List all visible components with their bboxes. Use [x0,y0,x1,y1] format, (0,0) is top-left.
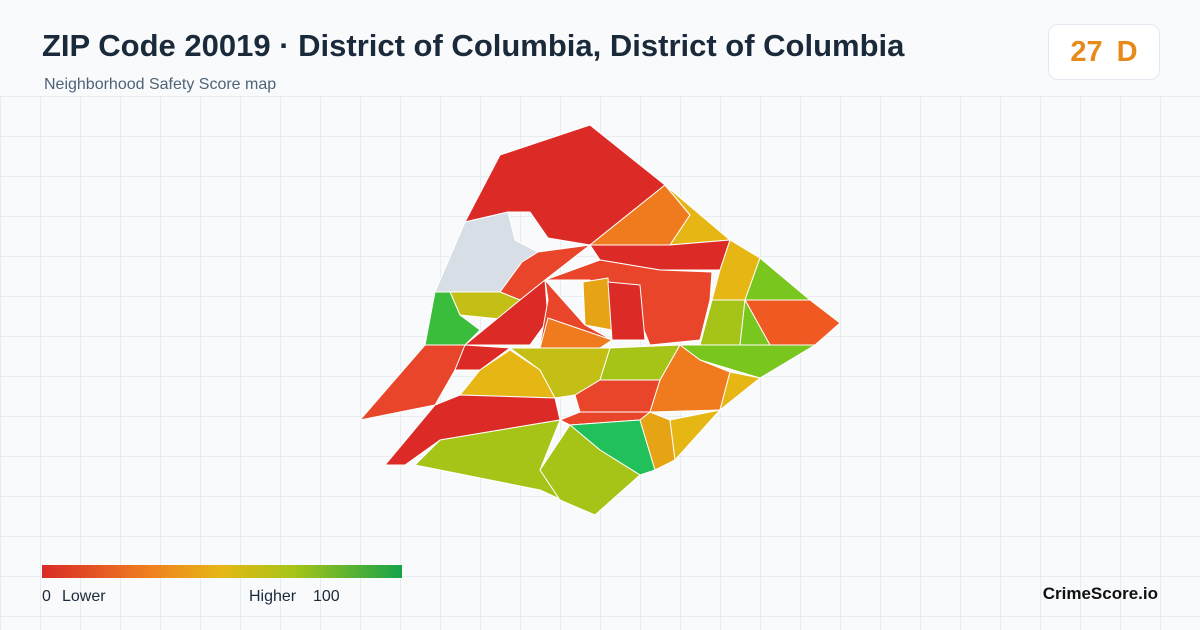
region [464,279,549,346]
region [359,344,466,421]
region [607,281,646,341]
legend-min: 0 [42,588,51,605]
brand: CrimeScore.io [1042,584,1158,603]
header: ZIP Code 20019 · District of Columbia, D… [0,0,1200,96]
legend-bar [42,565,402,578]
region [669,409,721,461]
region [582,277,613,331]
subtitle: Neighborhood Safety Score map [44,76,277,93]
score-value: 27 [1070,35,1103,68]
score-grade: D [1116,35,1138,68]
legend-max: 100 [313,588,340,605]
title: ZIP Code 20019 · District of Columbia, D… [42,28,905,63]
score-badge: 27 D [1048,24,1160,80]
region [719,371,761,411]
legend-min-label: Lower [62,588,106,605]
region [539,424,641,516]
legend-max-label: Higher [249,588,297,605]
